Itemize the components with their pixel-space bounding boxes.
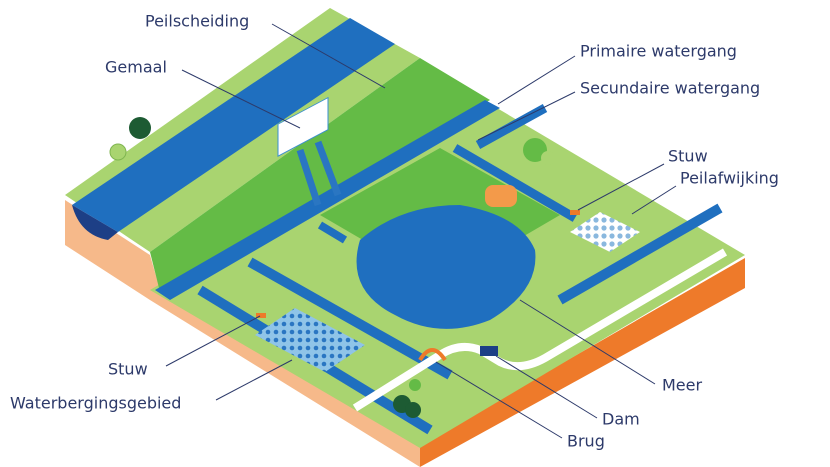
pumping-station [277,96,329,157]
label: Brug [567,432,605,451]
barn [485,185,517,207]
label: Stuw [668,147,708,166]
secondary-canal [557,203,723,305]
leader-line [271,23,386,89]
leader-lines [165,23,677,439]
right-face [420,258,745,467]
leader-line [577,163,665,211]
tree [541,151,555,165]
tree [523,138,547,162]
leader-line [181,69,301,129]
leader-line [519,299,656,385]
landscape [65,8,745,467]
leader-line [215,359,293,401]
weir [570,210,580,215]
tree [129,117,151,139]
tree [409,379,421,391]
primary-canal [155,100,500,300]
pump-pipe [314,140,342,197]
secondary-canal [317,221,348,244]
dike-slope [150,58,490,292]
leader-line [477,91,576,141]
storage-area [255,308,365,372]
canal-end [72,205,118,240]
tree [109,143,127,161]
deviation-area [570,212,640,252]
label: Stuw [108,360,148,379]
main-canal [72,18,395,232]
tree [405,402,421,418]
leader-line [495,355,598,419]
bridge [418,348,447,362]
label: Dam [602,410,640,429]
label: Gemaal [105,58,167,77]
secondary-canal [247,257,453,380]
secondary-canal [475,104,548,149]
labels: Peilscheiding Gemaal Primaire watergang … [10,12,779,451]
label: Waterbergingsgebied [10,394,181,413]
label: Primaire watergang [580,42,737,61]
leader-line [497,55,576,105]
pump-pipe [296,148,322,207]
label: Meer [662,376,702,395]
lake [356,205,536,329]
dam [480,346,498,356]
secondary-canal [452,144,578,222]
leader-line [165,315,261,367]
leader-line [435,361,563,439]
left-face [65,200,420,467]
label: Peilafwijking [680,169,779,188]
weir [256,313,266,318]
leader-line [631,185,677,215]
label: Secundaire watergang [580,79,760,98]
label: Peilscheiding [145,12,249,31]
